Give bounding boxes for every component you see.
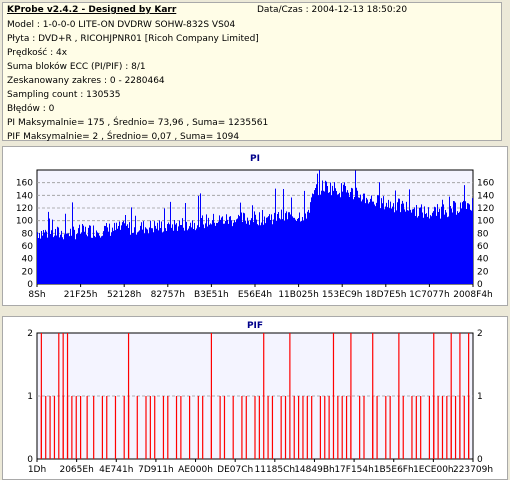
pi-xtick-label: 8Sh — [28, 290, 45, 300]
pif-xtick-label: 4E741h — [99, 465, 133, 475]
pi-xtick-label: 2008F4h — [453, 290, 493, 300]
pi-ytick-label-left: 120 — [16, 204, 33, 214]
pi-xtick-label: 82757h — [151, 290, 185, 300]
info-line-speed: Prędkość : 4x — [7, 48, 68, 58]
pi-xtick-label: 18D7E5h — [365, 290, 406, 300]
pif-ytick-label-right: 0 — [477, 455, 483, 465]
pi-ytick-label-left: 100 — [16, 217, 33, 227]
pi-chart-panel: PI 0 20 40 60 80 100 120 140 160 0 20 40 60 80 100 120… — [2, 146, 508, 306]
pif-xtick-label: 1ECE00h — [413, 465, 454, 475]
pi-ytick-label-right: 140 — [477, 191, 494, 201]
pi-xtick-label: E56E4h — [238, 290, 272, 300]
pif-ytick-label-left: 0 — [27, 455, 33, 465]
pi-ytick-label-right: 0 — [477, 280, 483, 290]
pi-ytick-label-right: 60 — [477, 242, 489, 252]
pif-xtick-label: DE07Ch — [217, 465, 253, 475]
pif-xtick-label: 2065Eh — [59, 465, 93, 475]
pif-ytick-label-right: 1 — [477, 392, 483, 402]
info-line-pi-stats: PI Maksymalnie= 175 , Średnio= 73,96 , S… — [7, 118, 269, 128]
info-line-model: Model : 1-0-0-0 LITE-ON DVDRW SOHW-832S … — [7, 20, 236, 30]
pif-xtick-label: 223709h — [453, 465, 493, 475]
pi-xtick-label: 52128h — [107, 290, 141, 300]
info-line-range: Zeskanowany zakres : 0 - 2280464 — [7, 76, 165, 86]
scan-date: Data/Czas : 2004-12-13 18:50:20 — [257, 5, 408, 15]
pi-ytick-label-right: 100 — [477, 217, 494, 227]
pif-xtick-label: 1Dh — [28, 465, 46, 475]
pif-xtick-label: 11185Ch — [255, 465, 296, 475]
pi-ytick-label-right: 80 — [477, 229, 489, 239]
info-line-errors: Błędów : 0 — [7, 104, 55, 114]
pi-ytick-label-right: 40 — [477, 255, 489, 265]
info-line-disc: Płyta : DVD+R , RICOHJPNR01 [Ricoh Compa… — [7, 34, 259, 44]
info-line-sampling: Sampling count : 130535 — [7, 90, 121, 100]
pif-xtick-label: 7D911h — [138, 465, 174, 475]
pif-xtick-label: 17F154h — [334, 465, 374, 475]
pi-ytick-label-left: 20 — [22, 267, 34, 277]
pi-ytick-label-left: 0 — [27, 280, 33, 290]
pi-xtick-label: 11B025h — [278, 290, 319, 300]
pi-ytick-label-right: 20 — [477, 267, 489, 277]
pi-ytick-label-left: 60 — [22, 242, 34, 252]
pif-xtick-label: 14849Bh — [294, 465, 335, 475]
pi-ytick-label-left: 80 — [22, 229, 34, 239]
pi-ytick-label-right: 160 — [477, 179, 494, 189]
pi-ytick-label-left: 40 — [22, 255, 34, 265]
pi-chart: PI 0 20 40 60 80 100 120 140 160 0 20 40 60 80 100 120… — [16, 154, 495, 300]
pif-ytick-label-left: 1 — [27, 392, 33, 402]
pi-xtick-label: 1C7077h — [409, 290, 450, 300]
pif-xtick-label: 1B5E6Fh — [374, 465, 414, 475]
pi-ytick-label-left: 140 — [16, 191, 33, 201]
pi-ytick-label-right: 120 — [477, 204, 494, 214]
pif-chart-title: PIF — [247, 321, 263, 331]
pi-xtick-label: 21F25h — [64, 290, 98, 300]
pi-chart-title: PI — [250, 154, 260, 164]
pif-chart: PIF 0 1 2 0 1 2 1Dh 2065Eh 4E741h 7D911h AE000h D… — [27, 321, 493, 475]
info-panel: KProbe v2.4.2 - Designed by Karr Data/Cz… — [2, 2, 502, 142]
pi-ytick-label-left: 160 — [16, 179, 33, 189]
pi-xtick-label: B3E51h — [194, 290, 229, 300]
pif-ytick-label-right: 2 — [477, 329, 483, 339]
pif-xtick-label: AE000h — [178, 465, 213, 475]
info-line-ecc: Suma bloków ECC (PI/PIF) : 8/1 — [7, 62, 146, 72]
pif-chart-panel: PIF 0 1 2 0 1 2 1Dh 2065Eh 4E741h 7D911h AE000h D… — [2, 316, 508, 480]
pi-xtick-label: 153EC9h — [322, 290, 363, 300]
pif-ytick-label-left: 2 — [27, 329, 33, 339]
info-line-pif-stats: PIF Maksymalnie= 2 , Średnio= 0,07 , Sum… — [7, 132, 240, 142]
app-title: KProbe v2.4.2 - Designed by Karr — [7, 5, 177, 15]
